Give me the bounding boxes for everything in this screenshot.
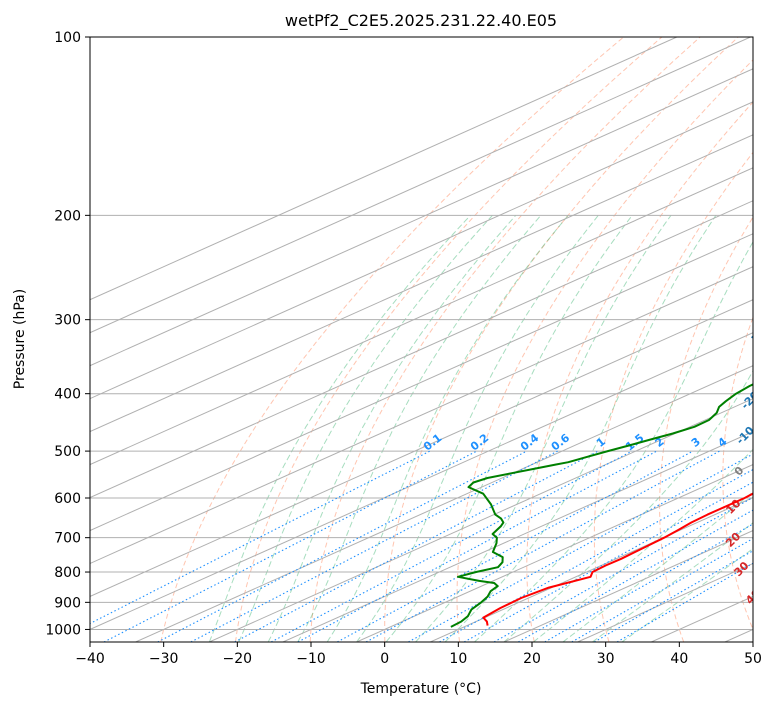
isotherm-label: 40 bbox=[743, 587, 763, 607]
x-tick-label: 30 bbox=[597, 651, 615, 667]
dry-adiabat bbox=[722, 316, 753, 631]
mixing-ratio-line bbox=[365, 450, 720, 642]
mixing-ratio-label: 0.6 bbox=[549, 431, 573, 453]
isotherm-line bbox=[90, 200, 753, 499]
y-axis: 100 200 300 400 500 600 700 800 900 1000 bbox=[45, 30, 90, 638]
background-lines bbox=[90, 37, 753, 642]
isotherm-label: -30 bbox=[748, 351, 771, 374]
moist-adiabat bbox=[562, 491, 753, 642]
dewpoint-profile-line bbox=[450, 383, 753, 628]
dry-adiabat bbox=[526, 101, 753, 642]
isotherm-line bbox=[90, 37, 678, 301]
plot-frame bbox=[89, 36, 754, 643]
y-tick-label: 900 bbox=[54, 595, 81, 611]
isotherm-label: -10 bbox=[734, 424, 757, 447]
mixing-ratio-line bbox=[571, 537, 753, 642]
x-axis: −40 −30 −20 −10 0 10 20 30 40 50 bbox=[75, 642, 762, 667]
x-tick-label: 20 bbox=[523, 651, 541, 667]
moist-adiabat bbox=[208, 214, 471, 642]
moist-adiabat bbox=[533, 448, 753, 642]
isotherm-line bbox=[90, 37, 751, 334]
isotherm-line bbox=[135, 365, 753, 642]
moist-adiabat bbox=[621, 548, 753, 642]
x-tick-label: 10 bbox=[449, 651, 467, 667]
x-tick-label: 0 bbox=[380, 651, 389, 667]
isotherm-line bbox=[430, 496, 753, 642]
y-tick-label: 700 bbox=[54, 531, 81, 547]
moist-adiabat bbox=[415, 215, 672, 642]
isotherm-line bbox=[651, 595, 753, 642]
dry-adiabat bbox=[384, 37, 739, 642]
mixing-ratio-label: 6 bbox=[754, 435, 768, 450]
isotherm-label: 0 bbox=[732, 464, 747, 479]
dry-adiabat bbox=[659, 216, 753, 642]
isotherm-line bbox=[90, 167, 753, 466]
y-tick-label: 100 bbox=[54, 30, 81, 46]
dry-adiabat bbox=[235, 37, 663, 642]
mixing-ratio-line bbox=[439, 468, 753, 642]
dry-adiabat bbox=[456, 59, 753, 642]
isotherm-label: -50 bbox=[758, 281, 775, 304]
isotherm-label: -40 bbox=[746, 319, 769, 342]
profiles bbox=[450, 383, 753, 628]
mixing-ratio-line bbox=[463, 481, 753, 642]
mixing-ratio-line bbox=[337, 450, 694, 642]
y-axis-title: Pressure (hPa) bbox=[12, 289, 28, 389]
y-tick-label: 600 bbox=[54, 491, 81, 507]
mixing-ratio-line bbox=[190, 450, 558, 642]
x-axis-title: Temperature (°C) bbox=[360, 681, 482, 697]
y-tick-label: 300 bbox=[54, 313, 81, 329]
isotherm-line bbox=[503, 529, 753, 642]
temperature-profile-line bbox=[482, 492, 753, 626]
isotherm-line bbox=[90, 134, 753, 433]
moist-adiabat bbox=[444, 215, 717, 642]
isotherm-line bbox=[209, 398, 753, 642]
y-tick-label: 500 bbox=[54, 444, 81, 460]
y-tick-label: 400 bbox=[54, 387, 81, 403]
isotherm-line bbox=[90, 233, 753, 532]
mixing-ratio-line bbox=[234, 450, 599, 642]
moist-adiabat bbox=[326, 214, 569, 642]
isotherm-line bbox=[282, 431, 753, 642]
isotherm-line bbox=[90, 68, 753, 367]
x-tick-label: 50 bbox=[744, 651, 762, 667]
mixing-ratio-label: 1 bbox=[594, 435, 608, 450]
y-tick-label: 800 bbox=[54, 565, 81, 581]
isotherm-line bbox=[90, 332, 753, 630]
x-tick-label: 40 bbox=[670, 651, 688, 667]
x-tick-label: −20 bbox=[223, 651, 253, 667]
isotherm-line bbox=[90, 299, 753, 598]
isotherm-line bbox=[90, 101, 753, 400]
moist-adiabat bbox=[267, 214, 517, 642]
y-tick-label: 200 bbox=[54, 208, 81, 224]
dry-adiabat bbox=[160, 37, 625, 642]
isotherm-line bbox=[90, 266, 753, 565]
isotherm-line bbox=[356, 464, 753, 642]
y-tick-label: 1000 bbox=[45, 622, 81, 638]
moist-adiabat bbox=[503, 369, 753, 642]
mixing-ratio-line bbox=[408, 453, 753, 642]
dry-adiabat bbox=[309, 37, 701, 642]
mixing-ratio-label: 0.4 bbox=[518, 431, 542, 453]
moist-adiabat bbox=[356, 214, 599, 642]
mixing-ratio-line bbox=[157, 450, 528, 642]
moist-adiabat bbox=[297, 214, 542, 642]
moist-adiabat bbox=[385, 215, 633, 642]
chart-title: wetPf2_C2E5.2025.231.22.40.E05 bbox=[285, 11, 557, 31]
x-tick-label: −10 bbox=[296, 651, 326, 667]
mixing-ratio-line bbox=[90, 450, 431, 625]
x-tick-label: −30 bbox=[149, 651, 179, 667]
x-tick-label: −40 bbox=[75, 651, 105, 667]
dry-adiabat bbox=[593, 151, 753, 642]
mixing-ratio-line bbox=[594, 550, 753, 642]
isotherm-label: -20 bbox=[739, 388, 762, 411]
mixing-ratio-label: 3 bbox=[689, 435, 703, 450]
moist-adiabat bbox=[238, 214, 493, 642]
mixing-ratio-line bbox=[544, 523, 753, 642]
isotherm-line bbox=[577, 562, 753, 642]
